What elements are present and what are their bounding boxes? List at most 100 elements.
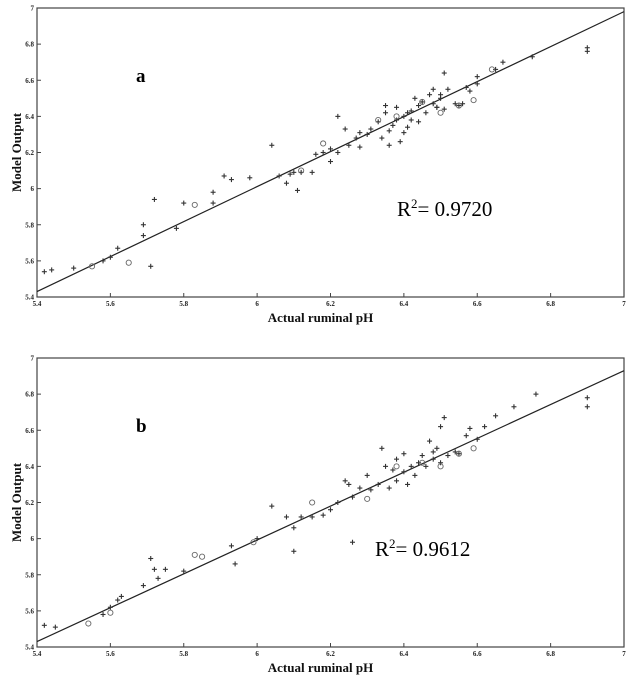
data-point-plus xyxy=(456,103,462,109)
y-tick-label: 6.6 xyxy=(25,427,34,435)
data-point-plus xyxy=(441,106,447,112)
data-point-plus xyxy=(320,512,326,518)
data-point-plus xyxy=(181,568,187,574)
data-point-plus xyxy=(309,514,315,520)
y-tick-label: 6 xyxy=(31,185,35,193)
data-point-plus xyxy=(364,472,370,478)
x-tick-label: 6.4 xyxy=(400,300,409,308)
data-point-plus xyxy=(430,449,436,455)
data-point-plus xyxy=(430,456,436,462)
data-point-plus xyxy=(394,117,400,123)
data-point-plus xyxy=(401,469,407,475)
y-tick-label: 7 xyxy=(31,355,35,363)
y-tick-label: 5.4 xyxy=(25,294,34,302)
data-point-plus xyxy=(584,404,590,410)
y-tick-label: 6.8 xyxy=(25,41,34,49)
data-point-circle xyxy=(437,463,444,470)
data-point-plus xyxy=(232,561,238,567)
data-point-plus xyxy=(401,113,407,119)
y-tick-label: 5.8 xyxy=(25,571,34,579)
x-axis-title: Actual ruminal pH xyxy=(268,660,373,675)
data-point-plus xyxy=(41,622,47,628)
data-point-plus xyxy=(140,233,146,239)
r2-value: = 0.9720 xyxy=(418,197,493,221)
data-point-plus xyxy=(423,110,429,116)
x-tick-label: 5.8 xyxy=(179,300,188,308)
data-point-plus xyxy=(151,566,157,572)
data-point-plus xyxy=(228,177,234,183)
data-point-plus xyxy=(463,433,469,439)
data-point-plus xyxy=(71,265,77,271)
data-point-plus xyxy=(401,451,407,457)
data-point-plus xyxy=(335,500,341,505)
data-point-plus xyxy=(474,436,480,442)
data-point-circle xyxy=(455,102,462,109)
data-point-plus xyxy=(357,144,363,150)
data-point-plus xyxy=(438,460,444,466)
data-point-plus xyxy=(328,159,333,165)
data-point-plus xyxy=(342,478,348,484)
data-point-plus xyxy=(335,150,341,155)
y-tick-label: 6 xyxy=(31,535,35,543)
data-point-plus xyxy=(291,525,297,531)
data-point-plus xyxy=(100,258,106,264)
data-point-circle xyxy=(191,201,198,208)
data-point-plus xyxy=(148,555,154,561)
data-point-plus xyxy=(151,196,157,202)
data-point-plus xyxy=(430,101,436,107)
data-point-plus xyxy=(434,104,440,110)
x-tick-label: 6.2 xyxy=(326,300,335,308)
data-point-plus xyxy=(210,200,216,206)
data-point-plus xyxy=(401,130,407,136)
r2-letter: R xyxy=(375,537,389,561)
y-tick-label: 5.8 xyxy=(25,221,34,229)
data-point-plus xyxy=(474,81,480,87)
data-point-plus xyxy=(394,478,400,484)
chart-panel-a: 5.4 5.6 5.8 6 6.2 6.4 6.6 6.8 7 5.4 5.6 5.8 6 6.2 6.4 6… xyxy=(0,0,629,345)
data-point-plus xyxy=(419,99,425,105)
data-point-circle xyxy=(419,459,426,466)
data-point-plus xyxy=(283,514,289,520)
data-point-plus xyxy=(438,92,444,98)
data-point-plus xyxy=(320,150,326,155)
y-tick-label: 5.4 xyxy=(25,644,34,652)
y-tick-label: 7 xyxy=(31,5,35,13)
x-tick-label: 6 xyxy=(255,300,259,308)
data-point-plus xyxy=(584,45,590,51)
data-point-plus xyxy=(328,146,333,152)
data-point-plus xyxy=(408,117,414,123)
data-point-circle xyxy=(85,620,92,627)
data-point-plus xyxy=(155,575,161,581)
data-point-plus xyxy=(408,463,414,469)
data-point-plus xyxy=(276,173,282,179)
data-point-plus xyxy=(390,122,396,128)
data-point-plus xyxy=(100,611,106,617)
data-point-circle xyxy=(199,553,206,560)
data-point-circle xyxy=(320,140,327,147)
data-point-plus xyxy=(441,70,447,76)
data-point-plus xyxy=(291,548,297,554)
data-point-plus xyxy=(313,151,319,157)
data-point-circle xyxy=(364,495,371,502)
data-point-plus xyxy=(291,169,297,175)
data-point-plus xyxy=(247,175,253,181)
data-point-plus xyxy=(405,110,411,116)
x-tick-label: 6.6 xyxy=(473,300,482,308)
data-point-plus xyxy=(383,463,389,469)
data-point-plus xyxy=(228,543,234,549)
data-point-plus xyxy=(445,453,451,459)
data-point-plus xyxy=(148,263,154,269)
data-point-plus xyxy=(423,463,429,469)
data-point-plus xyxy=(427,438,433,444)
plot-frame xyxy=(36,357,625,648)
data-point-plus xyxy=(346,481,352,487)
data-point-plus xyxy=(181,200,187,206)
data-point-plus xyxy=(350,494,356,500)
data-point-plus xyxy=(140,222,146,228)
data-point-plus xyxy=(383,110,389,116)
r-squared-annotation: R2= 0.9612 xyxy=(375,536,470,561)
data-point-circle xyxy=(88,263,96,270)
data-point-plus xyxy=(221,173,227,179)
data-point-plus xyxy=(328,507,333,513)
x-tick-label: 5.4 xyxy=(33,300,42,308)
